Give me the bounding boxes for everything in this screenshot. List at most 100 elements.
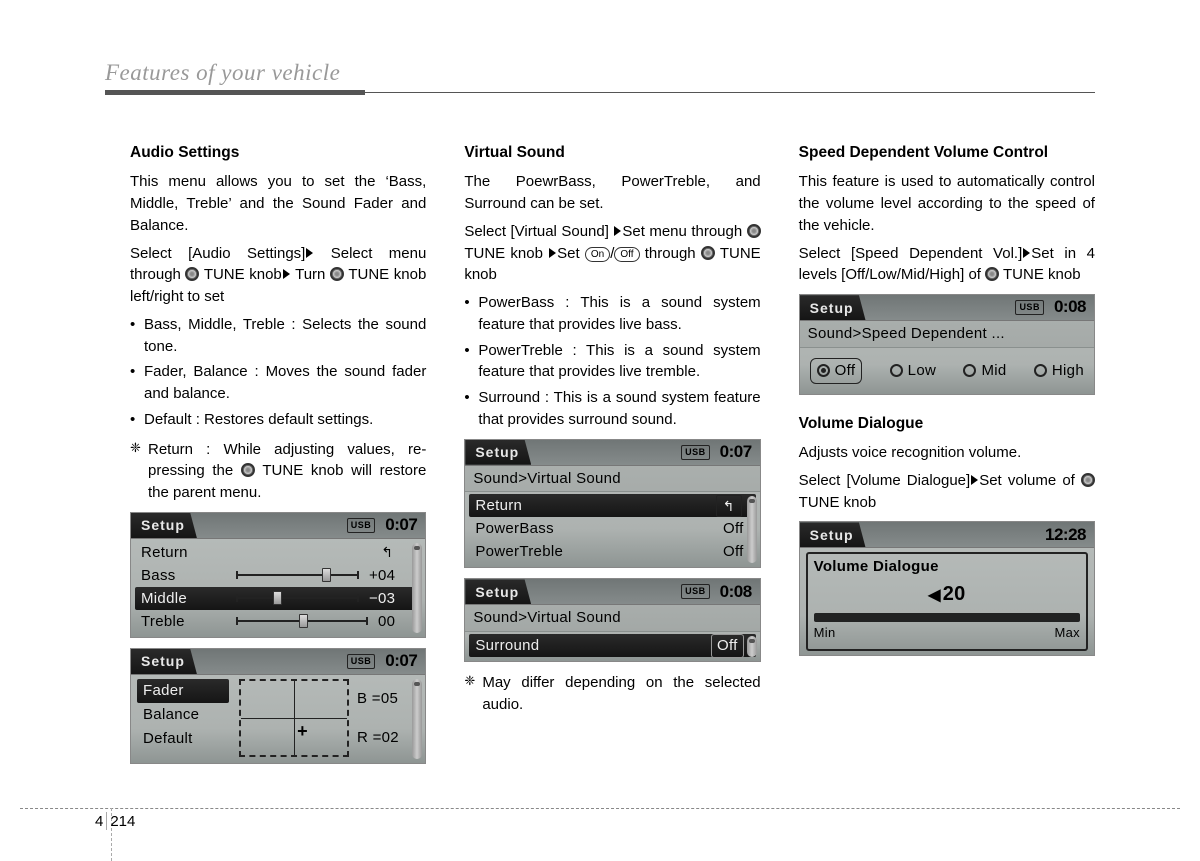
tune-knob-icon [701,246,715,260]
return-icon: ↰ [381,542,393,562]
tune-knob-icon [241,463,255,477]
lcd-audio-sliders: Setup USB 0:07 Return ↰ Bass +04 Middle … [130,512,426,638]
row-return-selected: Return ↰ [469,494,755,517]
lcd-titlebar: Setup USB 0:07 [131,649,425,675]
breadcrumb: Sound>Virtual Sound [465,605,759,632]
usb-icon: USB [1015,300,1044,315]
bullet-powerbass: PowerBass : This is a sound system featu… [464,292,760,336]
row-middle-selected: Middle −03 [135,587,421,610]
bullet-tone: Bass, Middle, Treble : Selects the sound… [130,314,426,358]
fader-grid: + [239,679,349,757]
sdvc-options: Off Low Mid High [800,348,1094,394]
r-value: R =02 [357,727,399,749]
heading-audio-settings: Audio Settings [130,142,426,164]
breadcrumb: Sound>Speed Dependent ... [800,321,1094,348]
lcd-titlebar: Setup USB 0:08 [465,579,759,605]
lcd-virtual-sound-list: Setup USB 0:07 Sound>Virtual Sound Retur… [464,439,760,569]
vs-instructions: Select [Virtual Sound] Set menu through … [464,221,760,286]
bullet-default: Default : Restores default settings. [130,409,426,431]
audio-instructions: Select [Audio Settings] Select menu thro… [130,243,426,308]
heading-virtual-sound: Virtual Sound [464,142,760,164]
lcd-surround: Setup USB 0:08 Sound>Virtual Sound Surro… [464,578,760,662]
triangle-icon [549,248,556,258]
lcd-clock: 0:07 [385,649,417,674]
lcd-body: Fader Balance Default + B =05 R =02 [131,675,425,763]
tune-knob-icon [330,267,344,281]
scrollbar [747,496,757,563]
audio-bullets: Bass, Middle, Treble : Selects the sound… [130,314,426,431]
lcd-setup-label: Setup [800,295,866,320]
row-powertreble: PowerTreble Off [469,540,755,563]
item-balance: Balance [137,703,229,727]
return-icon: ↰ [716,495,742,517]
bullet-surround: Surround : This is a sound system featur… [464,387,760,431]
radio-off-icon [1034,364,1047,377]
scrollbar [747,636,757,657]
lcd-speed-dependent: Setup USB 0:08 Sound>Speed Dependent ...… [799,294,1095,395]
usb-icon: USB [681,445,710,460]
page-header: Features of your vehicle [105,60,1095,95]
bullet-fader: Fader, Balance : Moves the sound fader a… [130,361,426,405]
triangle-icon [1023,248,1030,258]
tune-knob-icon [185,267,199,281]
lcd-titlebar: Setup 12:28 [800,522,1094,548]
fader-cursor-icon: + [297,718,308,744]
fader-list: Fader Balance Default [137,679,229,751]
on-pill: On [585,247,610,262]
sdvc-intro: This feature is used to automatically co… [799,171,1095,236]
radio-off-icon [890,364,903,377]
tune-knob-icon [747,224,761,238]
lcd-body: Return ↰ Bass +04 Middle −03 Treble 00 [131,539,425,637]
bass-slider [236,574,359,576]
item-fader-selected: Fader [137,679,229,703]
middle-slider [236,597,359,599]
lcd-body: Return ↰ PowerBass Off PowerTreble Off [465,492,759,567]
lcd-clock: 12:28 [1045,523,1086,548]
vs-bullets: PowerBass : This is a sound system featu… [464,292,760,431]
lcd-body: Surround Off [465,632,759,661]
lcd-titlebar: Setup USB 0:08 [800,295,1094,321]
content-columns: Audio Settings This menu allows you to s… [130,142,1095,774]
footer-rule [20,808,1180,809]
volume-bar [814,613,1080,622]
lcd-setup-label: Setup [131,649,197,674]
tune-knob-icon [1081,473,1095,487]
min-label: Min [814,624,836,643]
lcd-clock: 0:08 [720,580,752,605]
option-high: High [1034,358,1084,384]
item-default: Default [137,727,229,751]
lcd-setup-label: Setup [131,513,197,538]
triangle-icon [283,269,290,279]
heading-sdvc: Speed Dependent Volume Control [799,142,1095,164]
column-right: Speed Dependent Volume Control This feat… [799,142,1095,774]
triangle-icon [614,226,621,236]
vd-intro: Adjusts voice recognition volume. [799,442,1095,464]
radio-off-icon [963,364,976,377]
heading-volume-dialogue: Volume Dialogue [799,413,1095,435]
usb-icon: USB [347,654,376,669]
option-off-selected: Off [810,358,863,384]
volume-value: ◀20 [814,580,1080,609]
usb-icon: USB [681,584,710,599]
usb-icon: USB [347,518,376,533]
lcd-volume-dialogue: Setup 12:28 Volume Dialogue ◀20 Min Max [799,521,1095,656]
row-return: Return ↰ [135,541,421,564]
volume-title: Volume Dialogue [814,556,1080,578]
audio-intro: This menu allows you to set the ‘Bass, M… [130,171,426,236]
column-audio-settings: Audio Settings This menu allows you to s… [130,142,426,774]
off-pill: Off [614,247,639,262]
lcd-setup-label: Setup [465,440,531,465]
lcd-clock: 0:07 [720,440,752,465]
scrollbar [412,543,422,633]
bullet-powertreble: PowerTreble : This is a sound system fea… [464,340,760,384]
page-number: 4214 [95,812,135,830]
breadcrumb: Sound>Virtual Sound [465,466,759,493]
return-note: Return : While adjusting values, re-pres… [130,439,426,504]
row-treble: Treble 00 [135,610,421,633]
row-surround-selected: Surround Off [469,634,755,657]
header-rule [105,90,1095,95]
lcd-setup-label: Setup [465,579,531,604]
column-virtual-sound: Virtual Sound The PoewrBass, PowerTreble… [464,142,760,774]
vs-intro: The PoewrBass, PowerTreble, and Surround… [464,171,760,215]
max-label: Max [1055,624,1080,643]
